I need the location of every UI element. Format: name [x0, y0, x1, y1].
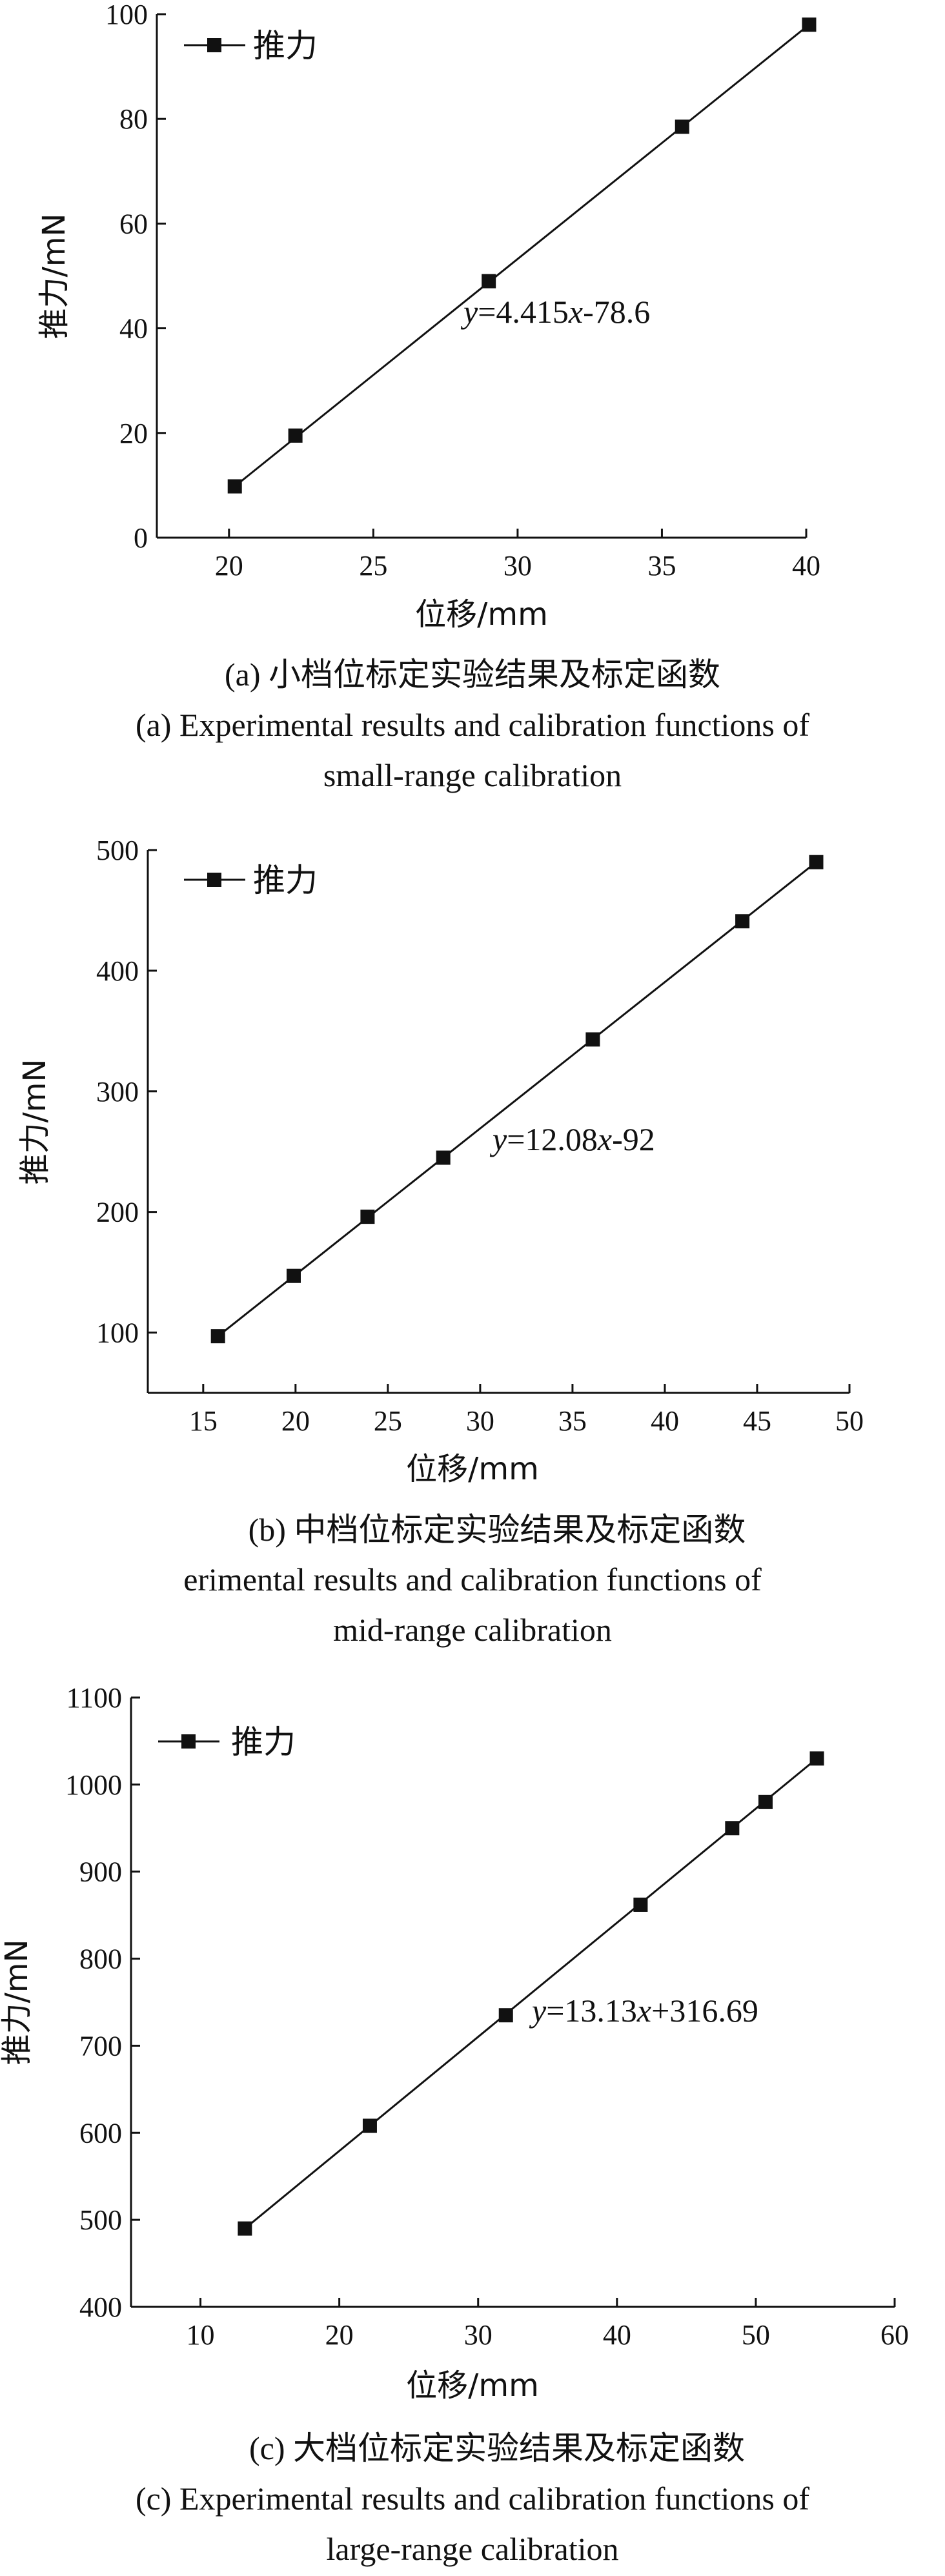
panel-a-data-point	[802, 17, 817, 32]
panel-b-marks	[210, 855, 824, 1344]
panel-a-data-point	[227, 479, 242, 494]
panel-b-y-tick-label: 400	[96, 955, 139, 987]
panel-a-ticks: 20 25 30 35 40 0 20 40 60 80 100	[105, 0, 820, 582]
panel-a-y-tick-label: 100	[105, 0, 148, 30]
panel-c-y-tick-label: 1000	[65, 1769, 122, 1801]
panel-b-x-tick-label: 45	[743, 1405, 771, 1437]
panel-b-data-point	[210, 1329, 225, 1344]
panel-c-legend-label: 推力	[231, 1723, 296, 1761]
panel-b-data-point	[809, 855, 824, 869]
panel-b-x-tick-label: 25	[374, 1405, 402, 1437]
panel-c-y-tick-label: 900	[79, 1856, 122, 1888]
panel-a-y-tick-label: 80	[119, 103, 148, 135]
panel-b-y-tick-label: 100	[96, 1317, 139, 1349]
panel-c-y-axis-title: 推力/mN	[0, 1940, 35, 2065]
panel-b-data-point	[286, 1268, 301, 1283]
panel-b-caption-en-2: mid-range calibration	[333, 1612, 612, 1648]
panel-a-y-tick-label: 40	[119, 313, 148, 345]
panel-c-data-point	[238, 2221, 252, 2236]
panel-a-caption-en-1: (a) Experimental results and calibration…	[136, 707, 809, 743]
panel-c-x-tick-label: 60	[880, 2319, 909, 2351]
panel-b-y-tick-label: 200	[96, 1197, 139, 1228]
panel-c-x-tick-label: 20	[325, 2319, 354, 2351]
panel-c-series-line	[244, 1758, 818, 2229]
panel-a-y-tick-label: 0	[134, 522, 148, 554]
panel-b-series-line	[217, 861, 817, 1337]
panel-a-x-tick-label: 40	[792, 550, 820, 582]
panel-b-equation: y=12.08x-92	[489, 1121, 655, 1157]
panel-b-y-axis-title: 推力/mN	[17, 1059, 53, 1185]
panel-b-data-point	[735, 914, 750, 929]
panel-a-x-axis-title: 位移/mm	[415, 596, 548, 633]
panel-c-caption-en-2: large-range calibration	[326, 2531, 618, 2567]
panel-c: 10 20 30 40 50 60 400 500 600 700 800 900 1000 1100 推…	[0, 1682, 909, 2567]
panel-c-x-axis-title: 位移/mm	[406, 2368, 539, 2404]
panel-b-data-point	[436, 1150, 451, 1165]
panel-c-y-tick-label: 800	[79, 1943, 122, 1975]
panel-a-legend-label: 推力	[253, 27, 318, 65]
panel-c-marks	[238, 1751, 824, 2236]
panel-b-x-tick-label: 30	[466, 1405, 494, 1437]
panel-a-marks	[227, 17, 817, 494]
panel-b-y-tick-label: 300	[96, 1076, 139, 1108]
panel-c-x-tick-label: 50	[742, 2319, 770, 2351]
panel-b-caption-zh: (b) 中档位标定实验结果及标定函数	[249, 1512, 746, 1548]
panel-b-x-tick-label: 35	[558, 1405, 587, 1437]
panel-c-x-tick-label: 10	[187, 2319, 215, 2351]
panel-b: 15 20 25 30 35 40 45 50 100 200 300 400 500 推力 y=12.…	[17, 835, 864, 1648]
panel-a-y-tick-label: 20	[119, 418, 148, 449]
panel-a-x-tick-label: 35	[647, 550, 676, 582]
panel-b-data-point	[585, 1032, 600, 1047]
panel-b-legend-label: 推力	[253, 862, 318, 899]
panel-c-y-tick-label: 500	[79, 2204, 122, 2236]
panel-c-data-point	[809, 1751, 824, 1766]
panel-c-legend-marker	[181, 1734, 196, 1749]
panel-a-equation: y=4.415x-78.6	[460, 294, 650, 330]
panel-a-legend-marker	[207, 38, 221, 52]
panel-b-data-point	[360, 1210, 375, 1224]
panel-c-caption-zh: (c) 大档位标定实验结果及标定函数	[249, 2430, 745, 2466]
panel-b-x-tick-label: 50	[835, 1405, 864, 1437]
panel-b-caption-en-1: erimental results and calibration functi…	[183, 1561, 762, 1597]
panel-b-x-tick-label: 20	[281, 1405, 310, 1437]
panel-c-caption-en-1: (c) Experimental results and calibration…	[136, 2480, 809, 2517]
panel-a-x-tick-label: 30	[503, 550, 532, 582]
panel-c-y-tick-label: 600	[79, 2117, 122, 2149]
panel-b-x-tick-label: 40	[651, 1405, 679, 1437]
panel-c-data-point	[633, 1897, 648, 1912]
panel-c-data-point	[758, 1794, 773, 1809]
panel-b-legend: 推力	[184, 862, 318, 899]
panel-c-ticks: 10 20 30 40 50 60 400 500 600 700 800 900 1000 1100	[65, 1682, 909, 2351]
panel-a-data-point	[288, 428, 303, 443]
panel-b-x-axis-title: 位移/mm	[406, 1451, 539, 1487]
panel-b-x-tick-label: 15	[189, 1405, 218, 1437]
panel-c-equation: y=13.13x+316.69	[529, 1993, 758, 2029]
panel-b-y-tick-label: 500	[96, 835, 139, 866]
panel-c-legend: 推力	[158, 1723, 296, 1761]
panel-c-data-point	[725, 1821, 740, 1836]
panel-c-x-tick-label: 40	[603, 2319, 631, 2351]
panel-a-y-axis-title: 推力/mN	[36, 214, 72, 340]
panel-a-x-tick-label: 25	[359, 550, 387, 582]
panel-c-y-tick-label: 700	[79, 2030, 122, 2062]
panel-a-caption-en-2: small-range calibration	[323, 757, 622, 793]
panel-b-legend-marker	[207, 873, 221, 887]
panel-a-legend: 推力	[184, 27, 318, 65]
panel-b-ticks: 15 20 25 30 35 40 45 50 100 200 300 400 500	[96, 835, 864, 1437]
panel-c-y-tick-label: 400	[79, 2291, 122, 2323]
panel-a-x-tick-label: 20	[215, 550, 243, 582]
panel-c-data-point	[498, 2008, 513, 2023]
panel-c-data-point	[362, 2118, 377, 2133]
panel-a-y-tick-label: 60	[119, 208, 148, 239]
panel-a-data-point	[482, 274, 496, 289]
panel-a-data-point	[675, 119, 689, 134]
panel-a-caption-zh: (a) 小档位标定实验结果及标定函数	[225, 656, 720, 693]
panel-a-series-line	[234, 24, 810, 487]
panel-c-y-tick-label: 1100	[66, 1682, 122, 1714]
panel-c-x-tick-label: 30	[464, 2319, 493, 2351]
